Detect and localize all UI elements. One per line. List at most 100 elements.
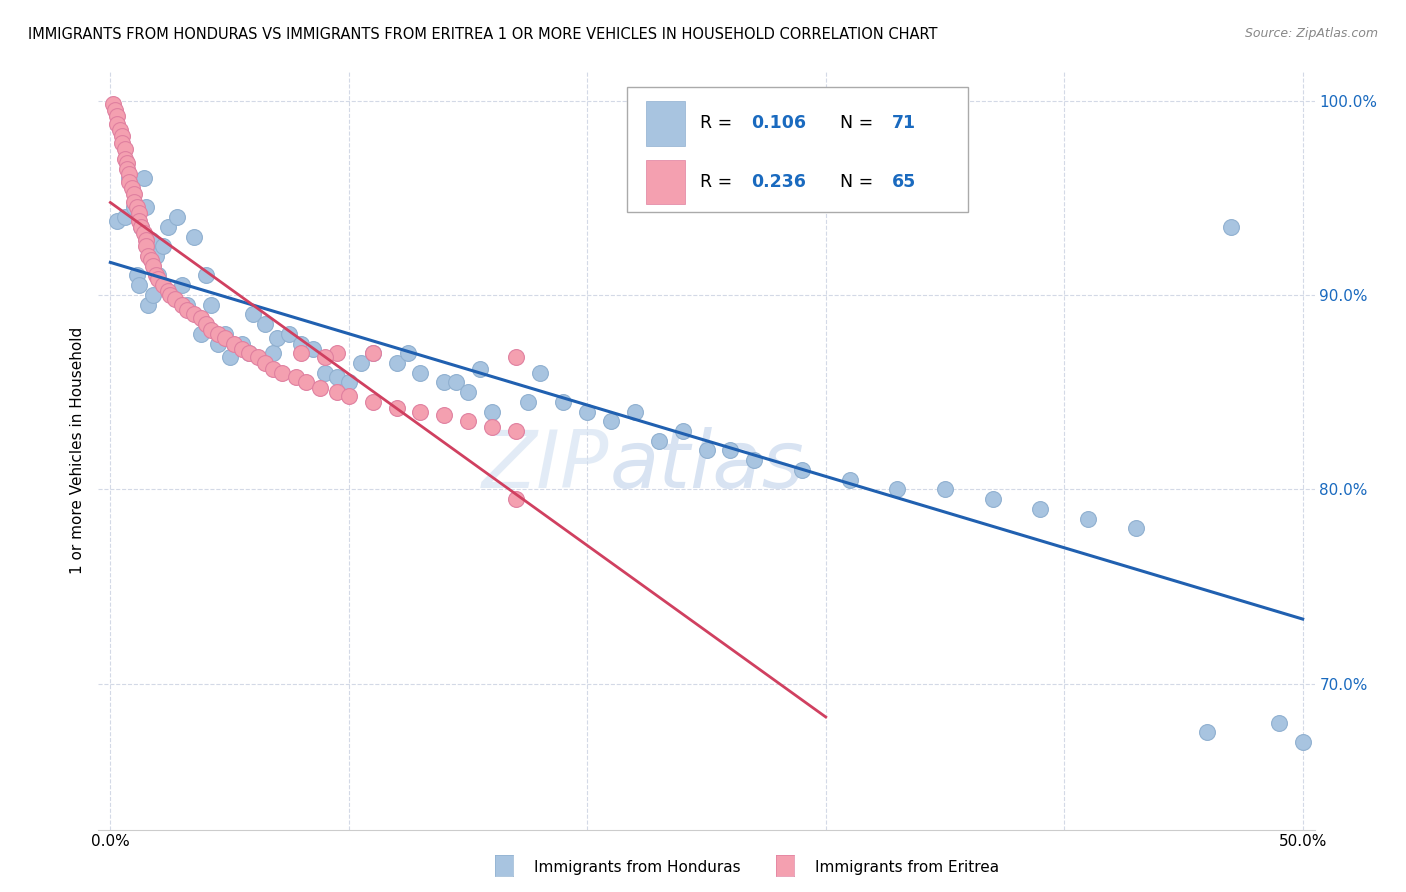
Point	[238, 346, 260, 360]
Point	[718, 443, 741, 458]
Point	[505, 424, 527, 438]
Point	[444, 376, 467, 390]
FancyBboxPatch shape	[627, 87, 967, 211]
Point	[385, 401, 408, 415]
Point	[934, 483, 956, 497]
Point	[111, 128, 134, 143]
Point	[433, 409, 456, 423]
Point	[156, 284, 179, 298]
Point	[142, 288, 165, 302]
Point	[457, 414, 479, 428]
Point	[290, 336, 312, 351]
Y-axis label: 1 or more Vehicles in Household: 1 or more Vehicles in Household	[69, 326, 84, 574]
Point	[107, 214, 129, 228]
Point	[1197, 725, 1219, 739]
Point	[290, 346, 312, 360]
Point	[1077, 511, 1099, 525]
Point	[326, 385, 349, 400]
Point	[121, 181, 143, 195]
Point	[118, 175, 141, 189]
Point	[135, 239, 157, 253]
Text: N =: N =	[841, 173, 879, 191]
Point	[190, 311, 212, 326]
Point	[262, 346, 284, 360]
Point	[132, 171, 155, 186]
Point	[145, 249, 167, 263]
Point	[128, 214, 150, 228]
Point	[132, 226, 155, 240]
Point	[146, 268, 169, 283]
Point	[115, 155, 138, 169]
Point	[104, 103, 127, 118]
Point	[326, 346, 349, 360]
Point	[194, 317, 217, 331]
Point	[122, 194, 145, 209]
Point	[254, 317, 277, 331]
Point	[145, 268, 167, 283]
Point	[218, 350, 240, 364]
Point	[396, 346, 419, 360]
Point	[118, 171, 141, 186]
FancyBboxPatch shape	[645, 101, 685, 145]
Point	[742, 453, 765, 467]
Point	[101, 97, 124, 112]
Point	[361, 346, 384, 360]
FancyBboxPatch shape	[645, 160, 685, 204]
Point	[314, 366, 336, 380]
Point	[122, 201, 145, 215]
Point	[163, 292, 186, 306]
Point	[231, 343, 253, 357]
Point	[576, 404, 599, 418]
Point	[271, 366, 294, 380]
Point	[131, 219, 153, 234]
Point	[214, 326, 236, 341]
Point	[648, 434, 671, 448]
Point	[624, 404, 647, 418]
Point	[262, 361, 284, 376]
Point	[183, 307, 205, 321]
Point	[314, 350, 336, 364]
Point	[114, 152, 136, 166]
Text: IMMIGRANTS FROM HONDURAS VS IMMIGRANTS FROM ERITREA 1 OR MORE VEHICLES IN HOUSEH: IMMIGRANTS FROM HONDURAS VS IMMIGRANTS F…	[28, 27, 938, 42]
Point	[166, 210, 188, 224]
Point	[107, 117, 129, 131]
Text: R =: R =	[700, 173, 738, 191]
Text: 0.106: 0.106	[752, 114, 807, 132]
Point	[361, 346, 384, 360]
Point	[481, 420, 503, 434]
Point	[672, 424, 695, 438]
Point	[231, 336, 253, 351]
Point	[1268, 715, 1291, 730]
Point	[135, 234, 157, 248]
Point	[159, 288, 181, 302]
Text: atlas: atlas	[609, 426, 804, 505]
Point	[1029, 501, 1052, 516]
Point	[125, 268, 148, 283]
Text: Immigrants from Honduras: Immigrants from Honduras	[534, 860, 741, 874]
Point	[170, 298, 193, 312]
Point	[285, 369, 308, 384]
Point	[128, 206, 150, 220]
Point	[516, 395, 538, 409]
Point	[111, 136, 134, 151]
Point	[385, 356, 408, 370]
Text: 65: 65	[891, 173, 915, 191]
Point	[176, 298, 198, 312]
Point	[139, 234, 162, 248]
Point	[138, 249, 160, 263]
Text: N =: N =	[841, 114, 879, 132]
Point	[337, 376, 360, 390]
Point	[138, 298, 160, 312]
Point	[481, 404, 503, 418]
Point	[214, 331, 236, 345]
Point	[790, 463, 813, 477]
Point	[266, 331, 288, 345]
Point	[125, 201, 148, 215]
Point	[108, 122, 131, 136]
Point	[122, 186, 145, 201]
Point	[505, 491, 527, 506]
Point	[207, 336, 229, 351]
Point	[309, 381, 332, 395]
Point	[1220, 219, 1243, 234]
Point	[146, 272, 169, 286]
